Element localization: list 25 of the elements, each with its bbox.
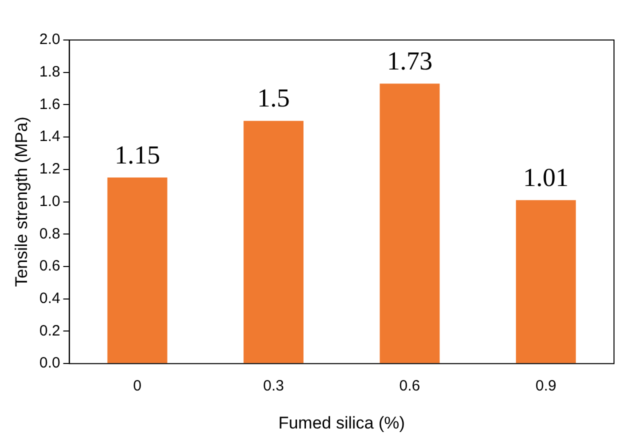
x-axis-title: Fumed silica (%) [278, 413, 405, 432]
bar [516, 200, 576, 364]
x-tick-label: 0.3 [263, 378, 284, 395]
data-label: 1.5 [257, 84, 290, 113]
y-tick-label: 0.8 [39, 225, 60, 242]
bar [380, 84, 440, 364]
y-tick-label: 1.2 [39, 160, 60, 178]
y-tick-label: 2.0 [39, 31, 60, 48]
bar [244, 120, 304, 364]
y-tick-label: 0.0 [39, 354, 60, 372]
y-axis-title: Tensile strength (MPa) [12, 116, 31, 287]
x-tick-label: 0 [133, 378, 142, 395]
data-label: 1.73 [386, 46, 432, 76]
data-label: 1.15 [114, 140, 160, 170]
x-tick-label: 0.6 [399, 378, 420, 395]
y-tick-label: 0.6 [39, 258, 60, 275]
bar [107, 178, 168, 364]
y-tick-label: 1.0 [39, 192, 60, 210]
x-tick-label: 0.9 [535, 378, 556, 395]
y-tick-label: 0.2 [39, 322, 60, 340]
y-tick-label: 1.4 [39, 128, 60, 146]
y-tick-label: 1.6 [39, 96, 60, 113]
y-tick-label: 0.4 [39, 290, 60, 308]
data-label: 1.01 [523, 163, 569, 192]
y-tick-label: 1.8 [39, 64, 60, 80]
